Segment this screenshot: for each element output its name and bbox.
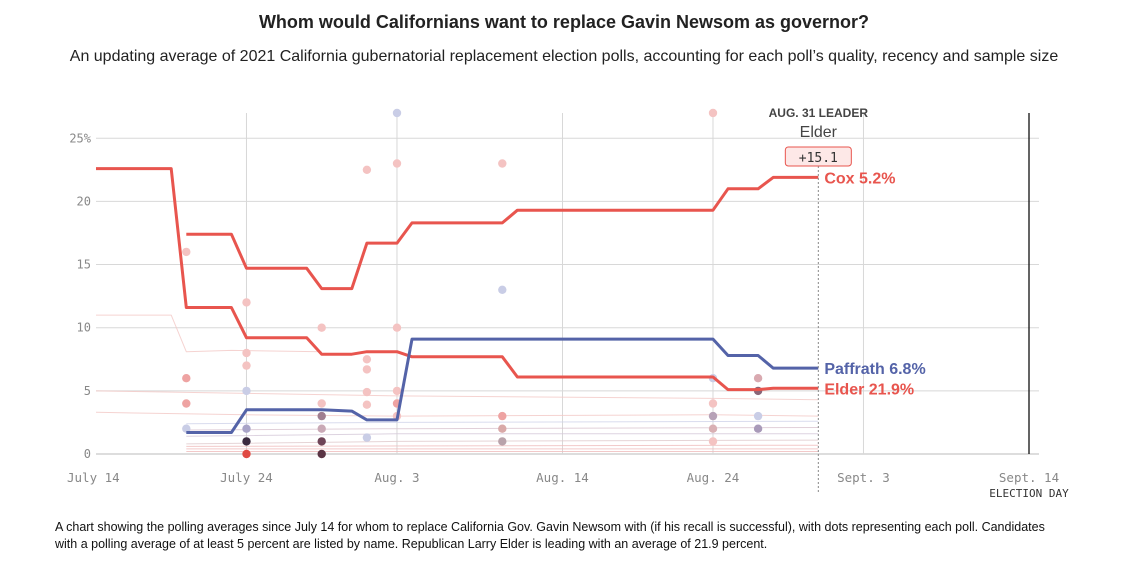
chart-subtitle: An updating average of 2021 California g… [69,48,1059,65]
poll-dot [753,374,763,383]
x-tick-label: Aug. 3 [374,470,419,485]
x-tick-label: July 24 [220,470,273,485]
poll-dot [498,437,507,446]
poll-dot [498,411,507,421]
poll-dot [708,437,718,446]
leader-header: AUG. 31 LEADER [769,106,869,120]
poll-dot [362,400,372,409]
y-tick-label: 15 [77,258,91,272]
poll-dot [392,323,402,332]
series-line-elder [96,167,819,392]
chart-labels: AUG. 31 LEADER Elder +15.1 Elder 21.9% Co… [769,106,926,492]
poll-dot [182,424,191,433]
poll-dot [498,424,507,433]
poll-dot [753,411,763,421]
poll-dot [242,298,251,307]
election-day-label: ELECTION DAY [989,487,1069,500]
poll-dot [708,411,718,421]
y-tick-label: 10 [77,321,91,335]
y-tick-label: 20 [77,194,91,208]
poll-dot [242,386,251,396]
leader-name: Elder [800,124,838,141]
poll-dot [708,108,718,118]
x-tick-label: July 14 [67,470,120,485]
poll-dot [242,437,251,446]
poll-dot [498,159,507,168]
poll-dot [392,159,402,168]
end-label-elder: Elder 21.9% [824,381,914,398]
polling-average-chart: 0 5 10 15 20 25% July 14 July 24 Aug. 3 Aug. 14 Au… [67,106,1069,500]
y-tick-label: 0 [84,447,91,461]
poll-dot [317,411,326,421]
minor-candidate-line [186,433,819,437]
x-tick-label: Aug. 24 [687,470,740,485]
poll-dot [317,424,326,433]
poll-dot [362,365,372,374]
x-tick-label: Sept. 3 [837,470,890,485]
poll-dots [182,108,763,459]
chart-caption: A chart showing the polling averages sin… [55,520,1045,551]
minor-candidate-line [186,439,819,445]
minor-candidate-lines [95,314,819,452]
poll-dot [362,433,372,442]
poll-dot [242,348,251,358]
poll-dot [708,424,718,433]
leader-margin-badge [784,146,852,167]
poll-dot [317,399,326,408]
series-line-paffrath [186,337,819,434]
poll-dot [317,449,326,459]
poll-dot [182,399,191,408]
minor-candidate-line [186,427,819,431]
poll-dot [317,437,326,446]
x-tick-label: Aug. 14 [536,470,589,485]
poll-dot [362,355,372,364]
poll-dot [708,399,718,408]
poll-dot [182,374,191,383]
poll-dot [362,165,372,174]
minor-candidate-line [96,314,322,353]
poll-dot [753,424,763,433]
major-candidate-lines [96,167,819,434]
poll-dot [182,247,191,257]
minor-candidate-line [95,390,819,401]
poll-dot [242,424,251,433]
x-tick-label: Sept. 14 [999,470,1059,485]
y-tick-label: 5 [84,384,91,398]
poll-dot [317,323,326,332]
series-line-cox [186,175,819,291]
poll-dot [242,449,251,459]
end-label-cox: Cox 5.2% [824,170,895,187]
y-tick-label: 25% [69,131,91,145]
poll-dot [362,387,372,397]
chart-title: Whom would Californians want to replace … [258,12,870,32]
poll-dot [242,361,251,370]
minor-candidate-line [186,420,819,425]
poll-dot [392,108,402,118]
end-label-paffrath: Paffrath 6.8% [824,361,925,378]
poll-dot [498,285,507,294]
poll-dot [392,386,402,396]
leader-margin: +15.1 [799,151,838,166]
